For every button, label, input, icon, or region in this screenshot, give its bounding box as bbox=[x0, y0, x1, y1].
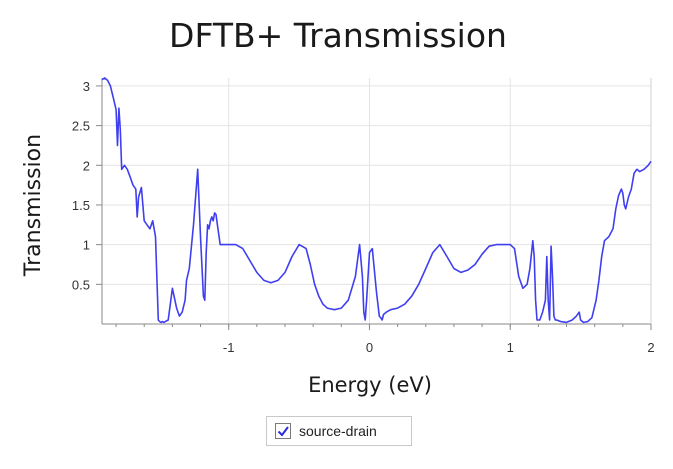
y-tick-label: 0.5 bbox=[72, 277, 90, 292]
y-tick-label: 2.5 bbox=[72, 119, 90, 134]
x-axis-label: Energy (eV) bbox=[308, 373, 432, 397]
chart-title: DFTB+ Transmission bbox=[169, 16, 507, 55]
checkmark-icon bbox=[277, 426, 289, 437]
legend-label-source-drain: source-drain bbox=[299, 423, 377, 439]
x-tick-label: 1 bbox=[507, 340, 514, 355]
plot-area bbox=[102, 78, 651, 324]
series-toggle-checkbox[interactable] bbox=[275, 423, 291, 439]
y-tick-label: 3 bbox=[83, 79, 90, 94]
legend: source-drain bbox=[266, 416, 412, 446]
y-tick-label: 1.5 bbox=[72, 198, 90, 213]
x-tick-label: -1 bbox=[223, 340, 235, 355]
x-tick-label: 2 bbox=[647, 340, 654, 355]
y-axis-label: Transmission bbox=[21, 134, 46, 277]
y-tick-label: 1 bbox=[83, 238, 90, 253]
series-line-source-drain bbox=[101, 77, 652, 324]
y-tick-label: 2 bbox=[83, 158, 90, 173]
x-tick-label: 0 bbox=[366, 340, 373, 355]
